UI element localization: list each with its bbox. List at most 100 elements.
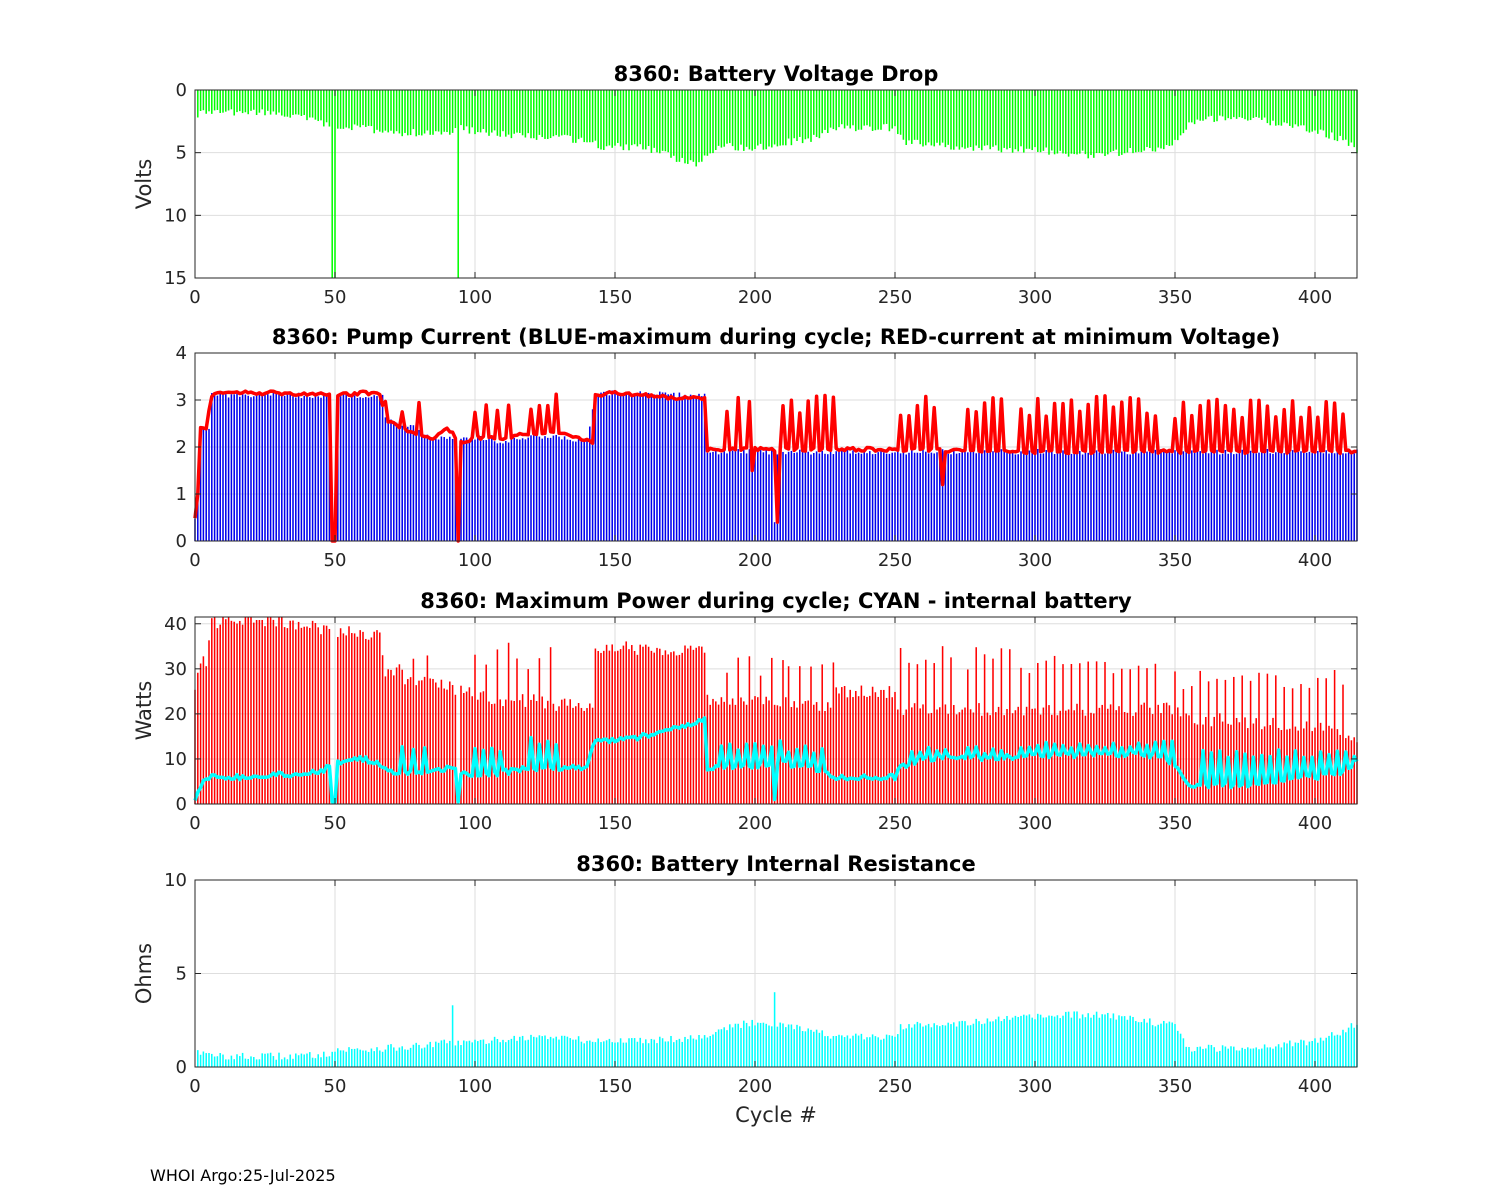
bar (1129, 1015, 1131, 1067)
bar (1188, 90, 1190, 123)
bar (639, 1037, 641, 1067)
bar (367, 397, 370, 541)
bar (1277, 90, 1280, 126)
bar (815, 451, 818, 541)
bar (1076, 449, 1078, 541)
bar (1241, 449, 1243, 541)
bar (715, 450, 717, 541)
bar (1034, 90, 1036, 148)
x-tick-label: 200 (738, 550, 772, 571)
bar (659, 391, 661, 541)
bar (1051, 90, 1053, 151)
bar (563, 90, 566, 135)
bar (297, 621, 300, 804)
bar (328, 1056, 331, 1067)
y-axis-label: Volts (132, 159, 156, 210)
bar (479, 1039, 482, 1067)
x-tick-label: 400 (1298, 287, 1332, 308)
bar (723, 701, 725, 804)
bar (796, 90, 798, 141)
bar (1101, 90, 1103, 154)
bar (519, 439, 521, 541)
bar (975, 1018, 977, 1067)
bar (337, 90, 339, 129)
bar (726, 90, 728, 144)
bar (314, 623, 317, 804)
bar (591, 707, 594, 804)
bar (1101, 451, 1103, 541)
bar (1199, 451, 1201, 541)
bar (1196, 724, 1199, 804)
bar (1031, 90, 1033, 151)
bar (1294, 1042, 1297, 1067)
bar (617, 650, 619, 804)
bar (384, 1049, 387, 1067)
bar (1294, 90, 1297, 125)
bar (1081, 90, 1084, 151)
bar (1031, 1017, 1033, 1067)
bar (1202, 453, 1204, 541)
bar (527, 437, 529, 541)
bar (412, 425, 415, 541)
bar (807, 1028, 809, 1067)
bar (849, 453, 851, 541)
bar (250, 397, 252, 541)
bar (393, 90, 395, 134)
bar (841, 687, 843, 804)
bar (454, 1045, 457, 1067)
bar (485, 90, 487, 133)
bar (684, 1036, 686, 1067)
bar (978, 90, 980, 148)
bar (1261, 450, 1263, 541)
bar (493, 703, 496, 804)
bar (482, 90, 485, 129)
bar (591, 1041, 594, 1067)
bar (673, 1042, 675, 1067)
bar (451, 1005, 454, 1067)
bar (712, 90, 714, 154)
bar (1224, 679, 1227, 804)
x-tick-label: 100 (458, 287, 492, 308)
bar (734, 90, 737, 151)
bar (1272, 90, 1274, 121)
bar (916, 664, 919, 804)
bar (849, 90, 851, 129)
bar (1118, 90, 1120, 156)
bar (241, 90, 244, 114)
bar (365, 638, 367, 804)
bar (969, 451, 972, 541)
bar (1249, 1048, 1252, 1067)
bar (838, 693, 840, 804)
bar (230, 90, 233, 110)
bar (421, 1048, 423, 1067)
bar (782, 1023, 784, 1067)
bar (941, 90, 944, 143)
bar (566, 90, 569, 136)
bar (992, 1021, 994, 1067)
bar (353, 90, 356, 125)
bar (801, 1031, 804, 1067)
bar (205, 90, 207, 114)
bar (505, 699, 507, 804)
bar (1182, 90, 1185, 134)
bar (1230, 724, 1232, 804)
bar (1342, 684, 1344, 804)
bar (300, 1053, 303, 1067)
bar (950, 90, 952, 150)
bar (359, 630, 361, 804)
bar (1135, 90, 1137, 153)
bar (267, 394, 269, 541)
bar (1303, 90, 1305, 126)
bar (625, 1042, 627, 1067)
bar (351, 90, 353, 131)
bar (1289, 90, 1291, 126)
bar (404, 90, 406, 133)
bar (401, 1046, 403, 1067)
bar (706, 452, 709, 541)
bar (1235, 453, 1238, 541)
bar (950, 454, 952, 541)
bar (577, 703, 580, 804)
bar (1112, 449, 1115, 541)
bar (818, 90, 821, 139)
bar (1023, 90, 1025, 153)
